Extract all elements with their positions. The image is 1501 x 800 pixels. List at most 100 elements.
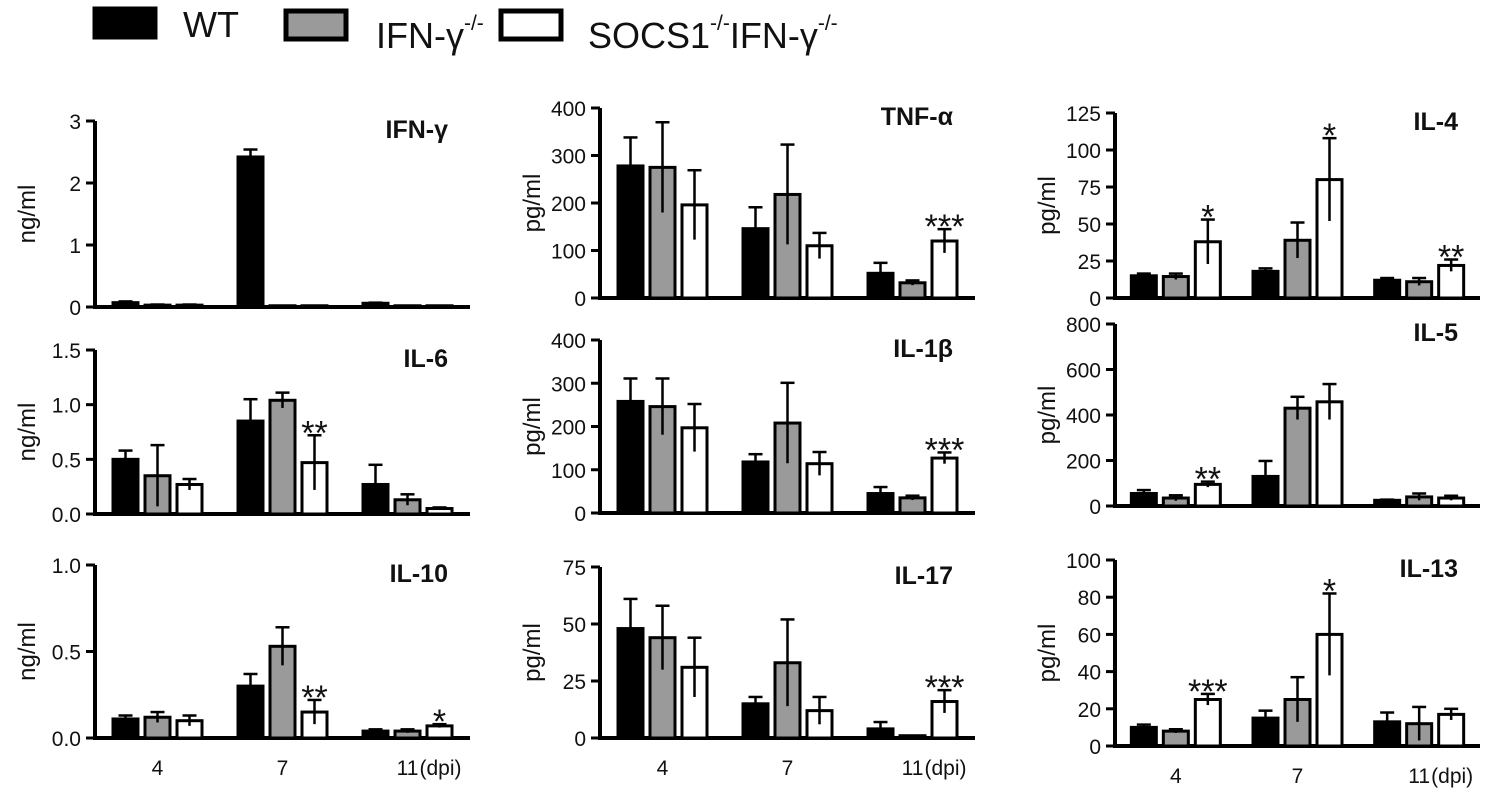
- significance-marker: **: [1438, 239, 1464, 277]
- x-axis-unit-label: (dpi): [925, 757, 967, 780]
- y-tick-label: 0: [1089, 736, 1101, 759]
- x-tick-label: 7: [782, 757, 794, 780]
- y-axis-unit-label: pg/ml: [519, 174, 546, 233]
- panel-title: IL-1β: [893, 335, 953, 363]
- y-tick-label: 0.0: [52, 728, 81, 751]
- y-tick-label: 0: [574, 503, 586, 526]
- panel-title: TNF-α: [881, 103, 954, 131]
- panel-7: 0 25 50 75 pg/ml IL-17 4 7 11 (dpi) ***: [519, 557, 975, 780]
- y-tick-label: 400: [551, 330, 586, 353]
- y-tick-label: 1.0: [52, 395, 81, 418]
- x-axis-unit-label: (dpi): [420, 757, 462, 780]
- y-tick-label: 300: [551, 146, 586, 169]
- y-tick-label: 2: [69, 173, 81, 196]
- bar-wt-7: [741, 460, 770, 515]
- legend-label-socs1-sup: -/-: [710, 12, 730, 35]
- panel-1: 0 100 200 300 400 pg/ml TNF-α ***: [519, 98, 975, 311]
- y-axis-unit-label: ng/ml: [14, 185, 41, 244]
- bar-ifng-ko-11: [898, 734, 927, 740]
- legend-item-socs1-ifng-dko: SOCS1-/-IFN-γ-/-: [498, 8, 838, 56]
- panel-title: IL-6: [404, 345, 448, 373]
- y-tick-label: 600: [1066, 360, 1101, 383]
- x-tick-label: 4: [152, 757, 164, 780]
- bar-ifng-ko-7: [1283, 406, 1312, 508]
- panel-title: IFN-γ: [386, 116, 449, 144]
- legend-label-ifng-ko-text: IFN-γ: [376, 15, 464, 56]
- legend-swatch-socs1-ifng-dko: [498, 8, 564, 42]
- y-tick-label: 200: [551, 193, 586, 216]
- bar-socs1-ifng-dko-11: [425, 304, 454, 309]
- y-axis-unit-label: pg/ml: [519, 623, 546, 682]
- bar-wt-11: [1373, 498, 1402, 508]
- chart-panels: 0123ng/mlIFN-γ0100200300400pg/mlTNF-α***…: [14, 98, 1480, 788]
- y-tick-label: 20: [1078, 699, 1101, 722]
- legend-swatch-ifng-ko: [283, 8, 349, 42]
- significance-marker: *: [1323, 117, 1336, 155]
- y-tick-label: 3: [69, 111, 81, 134]
- y-tick-label: 40: [1078, 662, 1101, 685]
- y-tick-label: 0.0: [52, 504, 81, 527]
- bar-wt-7: [236, 155, 265, 309]
- y-axis-unit-label: pg/ml: [1034, 176, 1061, 235]
- y-tick-label: 100: [551, 241, 586, 264]
- bar-wt-7: [236, 419, 265, 516]
- x-tick-label: 7: [1292, 765, 1304, 788]
- x-tick-label: 11: [397, 757, 419, 780]
- x-tick-label: 4: [1170, 765, 1182, 788]
- y-tick-label: 1: [69, 235, 81, 258]
- bar-socs1-ifng-dko-7: [805, 244, 834, 300]
- significance-marker: **: [301, 414, 327, 452]
- significance-marker: *: [1323, 572, 1336, 610]
- bar-wt-7: [1251, 269, 1280, 300]
- legend-label-ifng-text: IFN-γ: [730, 15, 818, 56]
- y-axis-unit-label: pg/ml: [1034, 624, 1061, 683]
- bar-wt-11: [1373, 278, 1402, 300]
- bar-socs1-ifng-dko-7: [300, 461, 329, 516]
- y-tick-label: 400: [1066, 405, 1101, 428]
- legend-label-ifng-sup: -/-: [818, 12, 838, 35]
- y-tick-label: 50: [1078, 214, 1101, 237]
- legend-label-ifng-ko-sup: -/-: [464, 12, 484, 35]
- legend-label-socs1-ifng-dko: SOCS1-/-IFN-γ-/-: [588, 12, 838, 56]
- panel-3: 0.0 0.5 1.0 1.5 ng/ml IL-6 **: [14, 340, 470, 527]
- legend-label-ifng-ko: IFN-γ-/-: [376, 12, 484, 56]
- y-tick-label: 0: [574, 288, 586, 311]
- significance-marker: ***: [925, 431, 965, 469]
- legend-swatch-wt: [92, 6, 158, 40]
- y-tick-label: 75: [1078, 177, 1101, 200]
- y-tick-label: 80: [1078, 587, 1101, 610]
- significance-marker: ***: [925, 669, 965, 707]
- y-tick-label: 50: [563, 614, 586, 637]
- legend-label-socs1-text: SOCS1: [588, 15, 710, 56]
- bar-ifng-ko-11: [898, 496, 927, 515]
- x-tick-label: 11: [1408, 765, 1430, 788]
- y-axis-unit-label: ng/ml: [14, 403, 41, 462]
- y-tick-label: 100: [1066, 550, 1101, 573]
- panel-4: 0 100 200 300 400 pg/ml IL-1β ***: [519, 330, 975, 526]
- bar-socs1-ifng-dko-7: [300, 304, 329, 309]
- y-tick-label: 0: [1089, 496, 1101, 519]
- bar-ifng-ko-7: [268, 398, 297, 516]
- bar-wt-4: [1129, 274, 1158, 300]
- bar-ifng-ko-4: [1161, 275, 1190, 300]
- y-tick-label: 400: [551, 98, 586, 121]
- significance-marker: ***: [1188, 673, 1228, 711]
- bar-wt-4: [111, 457, 140, 516]
- bar-ifng-ko-4: [1161, 729, 1190, 748]
- y-tick-label: 60: [1078, 624, 1101, 647]
- y-tick-label: 1.0: [52, 555, 81, 578]
- legend-item-wt: WT: [92, 4, 239, 45]
- y-tick-label: 0: [1089, 288, 1101, 311]
- panel-title: IL-17: [895, 562, 953, 590]
- y-tick-label: 300: [551, 373, 586, 396]
- legend-item-ifng-ko: IFN-γ-/-: [283, 8, 484, 56]
- legend: WT IFN-γ-/- SOCS1-/-IFN-γ-/-: [92, 4, 838, 56]
- panel-0: 0 1 2 3 ng/ml IFN-γ: [14, 111, 470, 320]
- significance-marker: *: [1201, 199, 1214, 237]
- panel-title: IL-5: [1414, 319, 1459, 347]
- x-tick-label: 4: [657, 757, 669, 780]
- y-tick-label: 0.5: [52, 449, 81, 472]
